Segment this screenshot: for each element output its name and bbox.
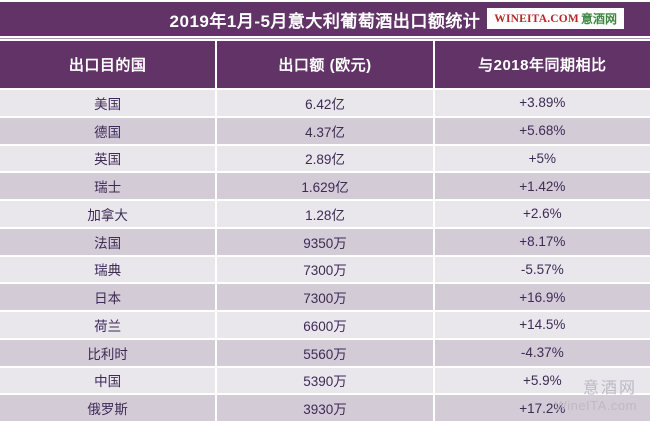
cell-export-value: 6.42亿: [217, 90, 433, 116]
cell-export-value: 3930万: [217, 395, 433, 421]
cell-export-value: 9350万: [217, 228, 433, 255]
cell-export-value: 1.28亿: [217, 201, 433, 227]
cell-yoy-change: +8.17%: [434, 228, 650, 255]
title-bar: 2019年1月-5月意大利葡萄酒出口额统计 WINEITA.COM 意酒网: [0, 2, 650, 36]
col-header-yoy-change: 与2018年同期相比: [434, 41, 650, 88]
col-header-destination: 出口目的国: [0, 41, 216, 88]
cell-yoy-change: +5.9%: [434, 367, 650, 394]
cell-country: 加拿大: [0, 201, 216, 227]
cell-export-value: 6600万: [217, 312, 433, 338]
col-header-export-value: 出口额 (欧元): [217, 41, 433, 88]
cell-export-value: 7300万: [217, 256, 433, 283]
logo-latin-text: WINEITA.COM: [494, 12, 579, 25]
cell-yoy-change: -5.57%: [434, 256, 650, 283]
cell-country: 瑞士: [0, 173, 216, 199]
cell-yoy-change: +16.9%: [434, 284, 650, 310]
cell-country: 瑞典: [0, 256, 216, 283]
cell-export-value: 2.89亿: [217, 145, 433, 172]
cell-yoy-change: +17.2%: [434, 395, 650, 421]
cell-country: 法国: [0, 228, 216, 255]
page-title: 2019年1月-5月意大利葡萄酒出口额统计: [169, 11, 481, 31]
cell-country: 荷兰: [0, 312, 216, 338]
cell-country: 英国: [0, 145, 216, 172]
cell-yoy-change: +2.6%: [434, 201, 650, 227]
cell-country: 中国: [0, 367, 216, 394]
cell-yoy-change: +3.89%: [434, 90, 650, 116]
cell-export-value: 4.37亿: [217, 117, 433, 144]
cell-yoy-change: +1.42%: [434, 173, 650, 199]
cell-yoy-change: +5%: [434, 145, 650, 172]
export-table: 出口目的国 出口额 (欧元) 与2018年同期相比 美国 6.42亿 +3.89…: [0, 41, 650, 421]
cell-country: 德国: [0, 117, 216, 144]
divider-line: [0, 38, 650, 39]
cell-country: 比利时: [0, 339, 216, 366]
title-table-divider: [0, 36, 650, 41]
cell-country: 美国: [0, 90, 216, 116]
logo-cn-text: 意酒网: [580, 12, 617, 26]
cell-export-value: 5560万: [217, 339, 433, 366]
cell-country: 俄罗斯: [0, 395, 216, 421]
cell-export-value: 1.629亿: [217, 173, 433, 199]
cell-export-value: 7300万: [217, 284, 433, 310]
cell-export-value: 5390万: [217, 367, 433, 394]
cell-yoy-change: +5.68%: [434, 117, 650, 144]
wineita-logo: WINEITA.COM 意酒网: [487, 8, 624, 29]
cell-yoy-change: +14.5%: [434, 312, 650, 338]
cell-yoy-change: -4.37%: [434, 339, 650, 366]
cell-country: 日本: [0, 284, 216, 310]
